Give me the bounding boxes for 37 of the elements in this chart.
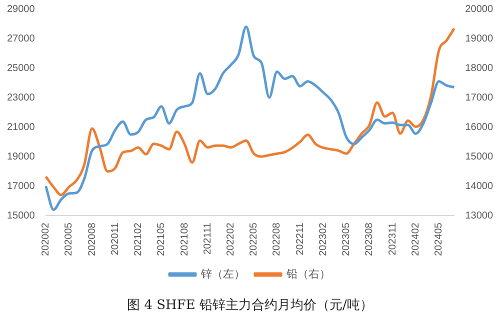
x-tick-label: 202205 — [248, 222, 260, 256]
x-tick-label: 202002 — [40, 222, 52, 256]
text: 图 4 SHFE 铅锌主力合约月均价（元/吨） — [126, 297, 374, 314]
y2-tick-label: 17000 — [465, 92, 494, 104]
y-tick-label: 23000 — [6, 92, 36, 104]
y2-tick-label: 14000 — [465, 180, 494, 192]
y-tick-label: 19000 — [6, 151, 36, 162]
x-tick-label: 202202 — [225, 222, 236, 256]
y-tick-label: 25000 — [6, 62, 36, 74]
x-tick-label: 202405 — [434, 222, 445, 256]
y-tick-label: 15000 — [6, 210, 36, 222]
y-tick-label: 21000 — [6, 122, 36, 133]
x-tick-label: 202211 — [294, 222, 306, 256]
x-tick-label: 202402 — [410, 222, 422, 256]
x-tick-label: 202308 — [364, 222, 376, 256]
y-tick-label: 27000 — [6, 33, 36, 44]
x-tick-label: 202102 — [133, 222, 144, 256]
y2-tick-label: 18000 — [465, 62, 494, 74]
y-tick-label: 17000 — [6, 180, 36, 192]
y2-tick-label: 15000 — [465, 151, 494, 162]
x-tick-label: 202111 — [202, 222, 214, 255]
y-tick-label: 29000 — [6, 4, 36, 15]
x-tick-label: 202305 — [341, 222, 352, 256]
x-tick-label: 202011 — [110, 222, 121, 256]
y2-tick-label: 16000 — [465, 122, 494, 133]
x-tick-label: 202302 — [318, 222, 329, 256]
legend-label: 铅（右） — [286, 268, 330, 281]
y2-tick-label: 20000 — [465, 4, 494, 15]
x-tick-label: 202008 — [86, 222, 98, 256]
y2-tick-label: 13000 — [465, 210, 494, 222]
x-tick-label: 202208 — [272, 222, 283, 256]
x-tick-label: 202108 — [179, 222, 190, 256]
x-tick-label: 202005 — [64, 222, 75, 256]
x-tick-label: 202105 — [156, 222, 168, 256]
legend-label: 锌（左） — [200, 268, 245, 281]
y2-tick-label: 19000 — [465, 33, 494, 44]
x-tick-label: 202311 — [387, 222, 398, 256]
